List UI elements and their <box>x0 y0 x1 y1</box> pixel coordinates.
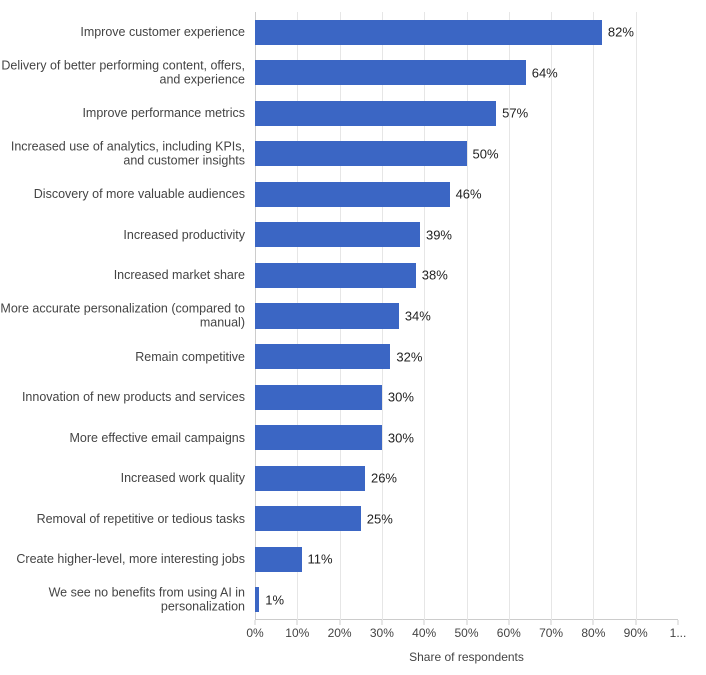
bar-value-label: 38% <box>416 268 448 283</box>
bar-value-label: 30% <box>382 390 414 405</box>
category-label: More accurate personalization (compared … <box>0 302 245 331</box>
bar-value-label: 26% <box>365 471 397 486</box>
bar-row: 82% <box>255 20 678 45</box>
bar: 82% <box>255 20 602 45</box>
bar-row: 1% <box>255 587 678 612</box>
category-label: Increased productivity <box>0 228 245 242</box>
bar: 57% <box>255 101 496 126</box>
bar-row: 30% <box>255 385 678 410</box>
category-label: Improve performance metrics <box>0 106 245 120</box>
bar-value-label: 25% <box>361 511 393 526</box>
bar-row: 25% <box>255 506 678 531</box>
bar-row: 38% <box>255 263 678 288</box>
bar: 46% <box>255 182 450 207</box>
bar-row: 57% <box>255 101 678 126</box>
bar-value-label: 46% <box>450 187 482 202</box>
bar: 25% <box>255 506 361 531</box>
bar-value-label: 11% <box>302 552 333 567</box>
x-tick-label: 30% <box>370 620 394 640</box>
bar-chart: 82%64%57%50%46%39%38%34%32%30%30%26%25%1… <box>0 0 706 675</box>
bar: 64% <box>255 60 526 85</box>
x-tick-label: 80% <box>581 620 605 640</box>
category-label: Remain competitive <box>0 349 245 363</box>
bar-value-label: 30% <box>382 430 414 445</box>
bar-value-label: 50% <box>467 146 499 161</box>
bar-value-label: 82% <box>602 25 634 40</box>
x-tick-label: 20% <box>328 620 352 640</box>
category-label: Innovation of new products and services <box>0 390 245 404</box>
bar-row: 50% <box>255 141 678 166</box>
bar-value-label: 64% <box>526 65 558 80</box>
category-label: Removal of repetitive or tedious tasks <box>0 511 245 525</box>
bar-row: 64% <box>255 60 678 85</box>
category-label: We see no benefits from using AI in pers… <box>0 585 245 614</box>
category-label: Increased market share <box>0 268 245 282</box>
x-tick-label: 70% <box>539 620 563 640</box>
category-label: Improve customer experience <box>0 25 245 39</box>
bar: 26% <box>255 466 365 491</box>
bar: 34% <box>255 303 399 328</box>
x-tick-label: 50% <box>454 620 478 640</box>
category-label: More effective email campaigns <box>0 430 245 444</box>
bar-row: 32% <box>255 344 678 369</box>
x-tick-label: 0% <box>246 620 263 640</box>
bar: 32% <box>255 344 390 369</box>
bar-row: 39% <box>255 222 678 247</box>
x-tick-label: 1... <box>670 620 687 640</box>
bar-row: 34% <box>255 303 678 328</box>
bar: 39% <box>255 222 420 247</box>
bar: 1% <box>255 587 259 612</box>
bar-value-label: 32% <box>390 349 422 364</box>
bar-row: 46% <box>255 182 678 207</box>
bar: 38% <box>255 263 416 288</box>
bar: 30% <box>255 425 382 450</box>
bar: 11% <box>255 547 302 572</box>
x-axis-label: Share of respondents <box>409 650 524 664</box>
bar: 50% <box>255 141 467 166</box>
bar-row: 26% <box>255 466 678 491</box>
x-tick-label: 10% <box>285 620 309 640</box>
bar-row: 11% <box>255 547 678 572</box>
bar-row: 30% <box>255 425 678 450</box>
x-tick-label: 60% <box>497 620 521 640</box>
bar-value-label: 57% <box>496 106 528 121</box>
category-label: Delivery of better performing content, o… <box>0 58 245 87</box>
bar-value-label: 1% <box>259 592 284 607</box>
category-label: Increased work quality <box>0 471 245 485</box>
category-label: Discovery of more valuable audiences <box>0 187 245 201</box>
bar-value-label: 34% <box>399 308 431 323</box>
x-tick-label: 90% <box>624 620 648 640</box>
bar-value-label: 39% <box>420 227 452 242</box>
x-tick-label: 40% <box>412 620 436 640</box>
category-label: Create higher-level, more interesting jo… <box>0 552 245 566</box>
bar: 30% <box>255 385 382 410</box>
plot-area: 82%64%57%50%46%39%38%34%32%30%30%26%25%1… <box>255 12 678 620</box>
category-label: Increased use of analytics, including KP… <box>0 139 245 168</box>
